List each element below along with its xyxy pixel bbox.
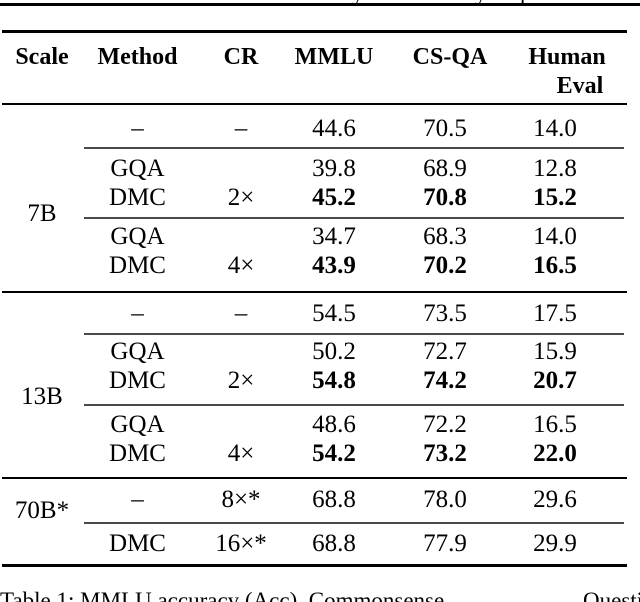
cell-csqa: 73.2	[423, 440, 467, 467]
header-rule	[2, 103, 627, 105]
cell-humaneval: 12.8	[533, 155, 577, 182]
table-row: DMC 2× 54.8 74.2 20.7	[0, 367, 640, 395]
cmidrule-70b	[84, 522, 624, 524]
table-row: – 8×* 68.8 78.0 29.6	[0, 486, 640, 514]
table-caption-right: Question	[583, 588, 640, 602]
cell-humaneval: 29.9	[533, 530, 577, 557]
cell-method: GQA	[110, 155, 165, 182]
cell-cr	[200, 223, 282, 251]
header-mmlu: MMLU	[294, 44, 374, 70]
table-row: GQA 50.2 72.7 15.9	[0, 338, 640, 366]
table-row: DMC 4× 54.2 73.2 22.0	[0, 440, 640, 468]
cell-method: DMC	[109, 184, 166, 211]
cell-method: –	[131, 486, 144, 513]
cell-csqa: 70.8	[423, 184, 467, 211]
cell-mmlu: 45.2	[312, 184, 356, 211]
cell-csqa: 68.3	[423, 223, 467, 250]
scale-label-70b: 70B*	[14, 497, 70, 524]
cell-csqa: 77.9	[423, 530, 467, 557]
clipped-text-fragment: p	[520, 0, 532, 7]
table-row: DMC 2× 45.2 70.8 15.2	[0, 184, 640, 212]
cell-humaneval: 22.0	[533, 440, 577, 467]
cell-method: DMC	[109, 252, 166, 279]
cell-humaneval: 16.5	[533, 411, 577, 438]
cell-mmlu: 54.2	[312, 440, 356, 467]
table-bottomrule	[2, 564, 627, 567]
cell-mmlu: 50.2	[312, 338, 356, 365]
midrule-7b-13b	[2, 291, 627, 293]
cell-humaneval: 17.5	[533, 300, 577, 327]
table-row: DMC 4× 43.9 70.2 16.5	[0, 252, 640, 280]
cell-humaneval: 14.0	[533, 115, 577, 142]
cell-mmlu: 34.7	[312, 223, 356, 250]
cell-method: –	[131, 300, 144, 327]
header-cr: CR	[223, 44, 259, 70]
cell-cr: 8×*	[221, 486, 261, 513]
table-row: GQA 34.7 68.3 14.0	[0, 223, 640, 251]
cell-humaneval: 14.0	[533, 223, 577, 250]
table-caption-left: Table 1: MMLU accuracy (Acc), Commonsens…	[0, 588, 445, 602]
top-cropped-rule	[0, 3, 640, 6]
cell-humaneval: 15.9	[533, 338, 577, 365]
clipped-text-fragment: y	[475, 0, 487, 7]
cell-mmlu: 43.9	[312, 252, 356, 279]
cell-method: GQA	[110, 223, 165, 250]
clipped-text-fragment: y	[352, 0, 364, 7]
cell-cr: 16×*	[215, 530, 267, 557]
table-row: – – 44.6 70.5 14.0	[0, 115, 640, 143]
cell-humaneval: 20.7	[533, 367, 577, 394]
cell-cr: 4×	[227, 252, 255, 279]
table-row: GQA 48.6 72.2 16.5	[0, 411, 640, 439]
midrule-13b-70b	[2, 477, 627, 479]
cell-cr: –	[234, 115, 248, 142]
cell-method: DMC	[109, 440, 166, 467]
cell-csqa: 73.5	[423, 300, 467, 327]
cell-csqa: 78.0	[423, 486, 467, 513]
cell-humaneval: 16.5	[533, 252, 577, 279]
cell-csqa: 74.2	[423, 367, 467, 394]
header-scale: Scale	[15, 44, 69, 70]
cell-mmlu: 39.8	[312, 155, 356, 182]
cell-csqa: 68.9	[423, 155, 467, 182]
cell-cr	[200, 338, 282, 366]
cmidrule-7b-a	[84, 147, 624, 149]
cell-humaneval: 15.2	[533, 184, 577, 211]
header-humaneval-line2: Eval	[556, 73, 604, 99]
cell-cr: 2×	[227, 184, 255, 211]
cell-method: GQA	[110, 338, 165, 365]
cell-cr	[200, 155, 282, 183]
cell-csqa: 72.7	[423, 338, 467, 365]
scale-label-13b: 13B	[21, 383, 63, 410]
header-humaneval-line1: Human	[528, 44, 606, 70]
cell-cr: –	[234, 300, 248, 327]
cell-humaneval: 29.6	[533, 486, 577, 513]
cmidrule-7b-b	[84, 217, 624, 219]
cell-method: DMC	[109, 530, 166, 557]
cell-mmlu: 68.8	[312, 486, 356, 513]
cmidrule-13b-b	[84, 404, 624, 406]
scale-label-7b: 7B	[27, 200, 57, 227]
cmidrule-13b-a	[84, 333, 624, 335]
header-csqa: CS-QA	[412, 44, 488, 70]
table-row: – – 54.5 73.5 17.5	[0, 300, 640, 328]
cell-csqa: 72.2	[423, 411, 467, 438]
cell-csqa: 70.5	[423, 115, 467, 142]
cell-mmlu: 44.6	[312, 115, 356, 142]
cell-cr	[200, 411, 282, 439]
table-toprule	[2, 30, 627, 33]
cell-method: GQA	[110, 411, 165, 438]
table-row: GQA 39.8 68.9 12.8	[0, 155, 640, 183]
cell-cr: 2×	[227, 367, 255, 394]
cell-method: DMC	[109, 367, 166, 394]
cell-mmlu: 54.5	[312, 300, 356, 327]
cell-mmlu: 68.8	[312, 530, 356, 557]
cell-mmlu: 54.8	[312, 367, 356, 394]
cell-mmlu: 48.6	[312, 411, 356, 438]
cell-method: –	[131, 115, 144, 142]
cell-csqa: 70.2	[423, 252, 467, 279]
table-row: DMC 16×* 68.8 77.9 29.9	[0, 530, 640, 558]
cell-cr: 4×	[227, 440, 255, 467]
header-method: Method	[97, 44, 178, 70]
